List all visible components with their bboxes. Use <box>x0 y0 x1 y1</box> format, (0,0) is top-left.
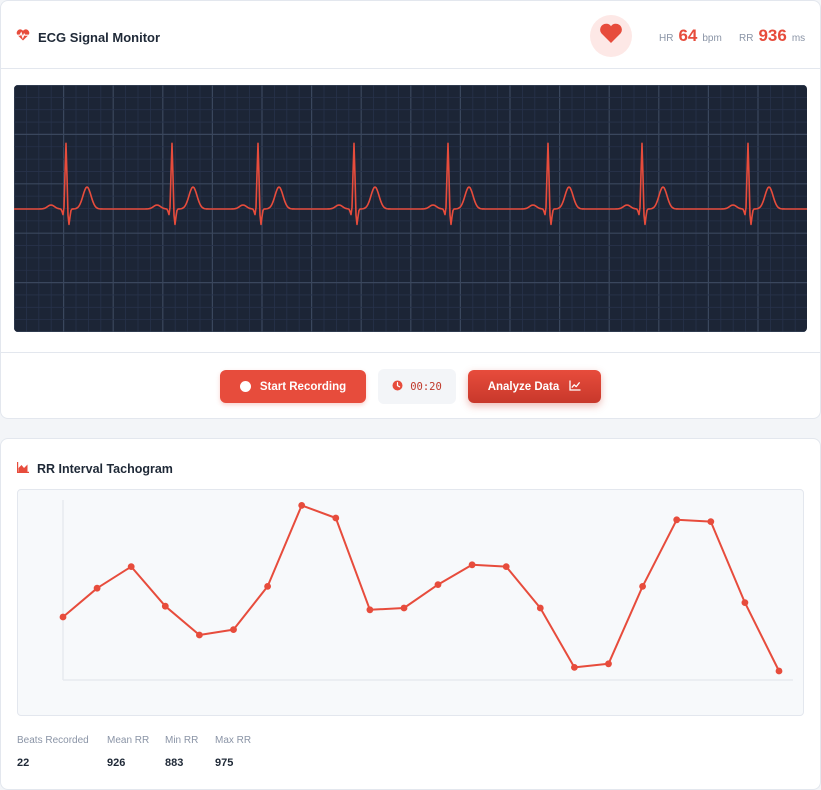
rr-data-point <box>536 604 544 612</box>
timer-value: 00:20 <box>410 380 442 393</box>
rr-label: RR <box>739 33 754 44</box>
rr-data-point <box>264 583 271 590</box>
ecg-monitor-panel <box>0 68 821 353</box>
rr-value: 936 <box>758 26 787 45</box>
clock-icon <box>392 378 403 396</box>
rr-unit: ms <box>791 33 806 44</box>
heart-pulse-icon <box>16 28 30 46</box>
stat-label: Min RR <box>165 735 199 746</box>
rr-data-point <box>127 563 135 570</box>
rr-data-point <box>93 584 101 592</box>
ecg-screen <box>14 85 807 332</box>
start-recording-label: Start Recording <box>259 380 347 393</box>
rr-data-point <box>571 664 578 671</box>
tachogram-panel: RR Interval Tachogram Beats Recorded 22 … <box>0 438 821 790</box>
stat-value: 883 <box>165 757 184 769</box>
analyze-data-label: Analyze Data <box>487 380 560 393</box>
recording-timer: 00:20 <box>378 369 456 404</box>
stat-value: 975 <box>215 757 234 769</box>
rr-data-point <box>332 514 340 522</box>
heart-rate-label: HR <box>659 33 674 44</box>
tachogram-title: RR Interval Tachogram <box>37 462 173 476</box>
heart-rate-unit: bpm <box>702 33 722 44</box>
rr-data-point <box>468 561 476 569</box>
rr-data-point <box>161 602 169 610</box>
line-chart-icon <box>569 380 581 394</box>
stat-max-rr: Max RR 975 <box>215 735 275 769</box>
ecg-waveform <box>14 85 807 332</box>
rr-data-point <box>775 667 783 675</box>
start-recording-button[interactable]: Start Recording <box>220 370 366 403</box>
rr-data-point <box>366 606 374 614</box>
rr-data-point <box>400 604 408 612</box>
rr-data-point <box>673 516 681 524</box>
stat-value: 926 <box>107 757 126 769</box>
tachogram-chart <box>17 489 804 716</box>
rr-data-point <box>707 518 715 525</box>
stat-beats-recorded: Beats Recorded 22 <box>17 735 107 769</box>
rr-data-point <box>196 631 203 639</box>
rr-series-line <box>62 504 780 672</box>
heart-rate-metric: HR 64 bpm <box>659 26 722 46</box>
stat-label: Beats Recorded <box>17 735 89 746</box>
stat-min-rr: Min RR 883 <box>165 735 215 769</box>
stat-label: Mean RR <box>107 735 150 746</box>
rr-data-point <box>434 581 442 588</box>
analyze-data-button[interactable]: Analyze Data <box>468 370 601 403</box>
heart-indicator <box>590 15 632 57</box>
rr-data-point <box>639 583 646 590</box>
heart-rate-value: 64 <box>678 26 698 45</box>
ecg-trace-line <box>14 142 807 226</box>
rr-data-point <box>502 563 510 570</box>
rr-interval-metric: RR 936 ms <box>739 26 805 46</box>
stats-row: Beats Recorded 22 Mean RR 926 Min RR 883… <box>17 735 275 769</box>
rr-data-point <box>605 660 612 668</box>
tachogram-header: RR Interval Tachogram <box>17 460 173 478</box>
app-header: ECG Signal Monitor HR 64 bpm RR 936 ms <box>0 0 821 69</box>
rr-data-point <box>59 613 67 621</box>
app-title: ECG Signal Monitor <box>38 29 161 45</box>
stat-label: Max RR <box>215 735 252 746</box>
area-chart-icon <box>17 460 29 478</box>
recording-controls: Start Recording 00:20 Analyze Data <box>0 352 821 419</box>
record-dot-icon <box>239 381 251 392</box>
rr-data-point <box>230 626 237 633</box>
heart-icon <box>599 23 623 49</box>
stat-mean-rr: Mean RR 926 <box>107 735 165 769</box>
rr-data-point <box>298 502 306 509</box>
rr-data-point <box>741 599 749 606</box>
stat-value: 22 <box>17 757 30 769</box>
tachogram-plot <box>59 500 793 681</box>
brand: ECG Signal Monitor <box>16 28 160 46</box>
